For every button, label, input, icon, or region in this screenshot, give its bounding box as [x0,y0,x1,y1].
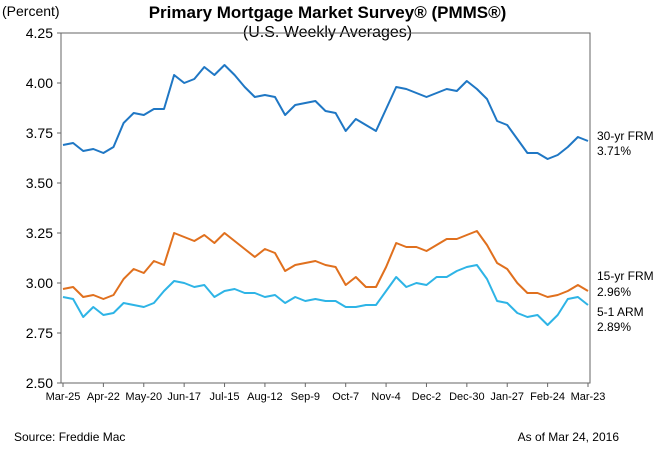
x-tick-label: Nov-4 [371,391,400,403]
y-tick-label: 3.00 [26,275,53,291]
x-tick-label: Aug-12 [247,391,282,403]
y-tick-label: 2.50 [26,375,53,391]
y-tick-label: 3.50 [26,175,53,191]
plot-area-frame [60,32,591,384]
series-last-value-5-1-arm: 2.89% [597,320,631,334]
source-note: Source: Freddie Mac [14,430,126,444]
x-tick-label: Apr-22 [87,391,120,403]
x-tick-label: Oct-7 [332,391,359,403]
y-tick-label: 4.00 [26,75,53,91]
series-line-30-yr-frm [62,64,589,160]
y-tick-label: 2.75 [26,325,53,341]
x-tick-label: Jul-15 [210,391,240,403]
x-tick-label: May-20 [125,391,162,403]
y-tick-label: 3.75 [26,125,53,141]
x-tick-label: Feb-24 [530,391,565,403]
series-last-value-30-yr-frm: 3.71% [597,144,631,158]
series-line-15-yr-frm [62,230,589,300]
x-tick-label: Dec-2 [412,391,441,403]
as-of-date: As of Mar 24, 2016 [517,430,619,444]
x-tick-label: Sep-9 [291,391,320,403]
y-axis-unit-label: (Percent) [2,3,60,19]
chart-title: Primary Mortgage Market Survey® (PMMS®) [148,3,507,22]
x-tick-label: Dec-30 [449,391,484,403]
series-name-5-1-arm: 5-1 ARM [597,305,644,319]
y-tick-label: 3.25 [26,225,53,241]
series-name-30-yr-frm: 30-yr FRM [597,129,654,143]
y-tick-label: 4.25 [26,25,53,41]
series-line-5-1-arm [62,264,589,326]
series-last-value-15-yr-frm: 2.96% [597,285,631,299]
series-name-15-yr-frm: 15-yr FRM [597,269,654,283]
x-tick-label: Mar-25 [46,391,81,403]
x-tick-label: Jun-17 [167,391,201,403]
x-tick-label: Mar-23 [571,391,606,403]
x-tick-label: Jan-27 [490,391,524,403]
